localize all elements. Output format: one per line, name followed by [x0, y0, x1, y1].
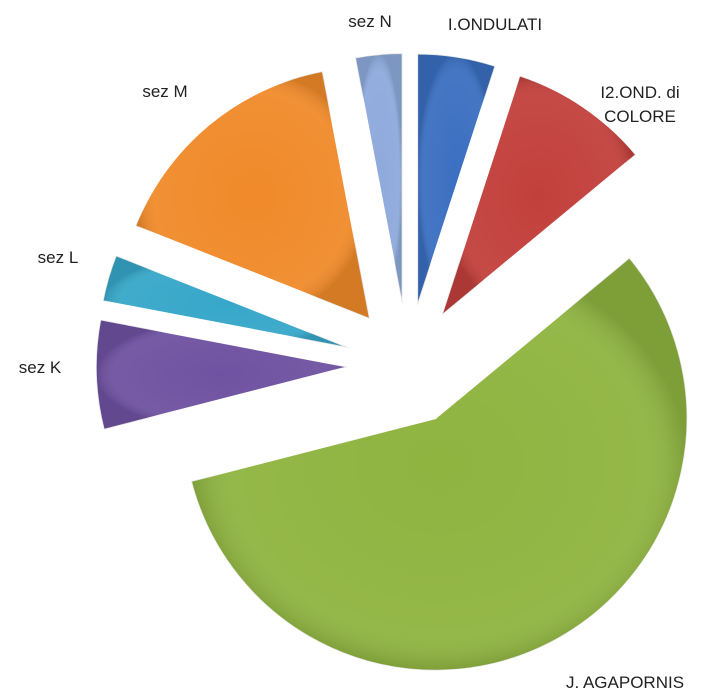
slice-label: I2.OND. di COLORE — [600, 83, 680, 126]
pie-slice — [354, 52, 404, 306]
slice-label: sez L — [37, 248, 79, 267]
slice-label: I.ONDULATI — [447, 15, 543, 34]
slice-label: sez N — [348, 12, 392, 31]
slice-label: sez M — [142, 82, 188, 101]
slice-label: J. AGAPORNIS — [565, 673, 685, 692]
slice-label: sez K — [18, 358, 62, 377]
